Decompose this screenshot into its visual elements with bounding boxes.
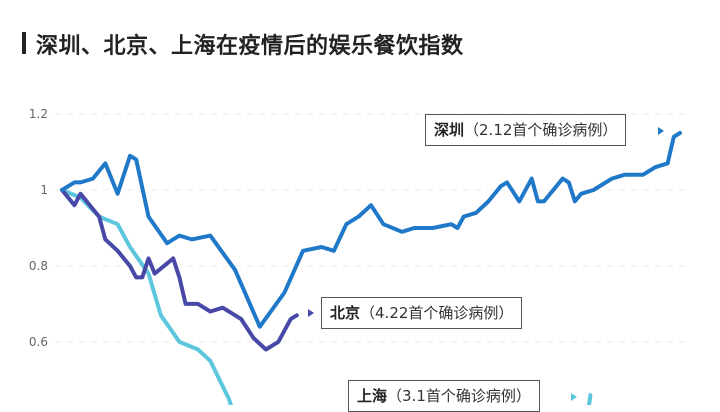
label-shanghai: 上海（3.1首个确诊病例） (348, 380, 540, 412)
series-line-深圳 (60, 131, 682, 329)
series-line-北京 (60, 188, 299, 352)
series-lines (60, 131, 682, 405)
y-tick-label: 1 (40, 183, 48, 197)
chart-title: 深圳、北京、上海在疫情后的娱乐餐饮指数 (36, 34, 464, 59)
y-tick-label: 1.2 (29, 107, 48, 121)
y-tick-label: 0.8 (29, 259, 48, 273)
series-annotation-shanghai: （3.1首个确诊病例） (387, 387, 531, 405)
series-name-beijing: 北京 (330, 304, 361, 322)
arrow-icon-shanghai (571, 393, 577, 401)
series-name-shenzhen: 深圳 (434, 121, 465, 139)
series-annotation-beijing: （4.22首个确诊病例） (360, 304, 514, 322)
arrow-icon-beijing (308, 309, 314, 317)
label-shenzhen: 深圳（2.12首个确诊病例） (425, 114, 627, 146)
series-name-shanghai: 上海 (357, 387, 388, 405)
y-tick-label: 0.6 (29, 335, 48, 349)
title-accent-bar (22, 32, 26, 54)
label-beijing: 北京（4.22首个确诊病例） (321, 297, 523, 329)
y-axis-ticks: 1.2 1 0.8 0.6 (29, 107, 48, 349)
series-annotation-shenzhen: （2.12首个确诊病例） (464, 121, 618, 139)
arrow-icon-shenzhen (658, 127, 664, 135)
gridlines (55, 113, 690, 343)
